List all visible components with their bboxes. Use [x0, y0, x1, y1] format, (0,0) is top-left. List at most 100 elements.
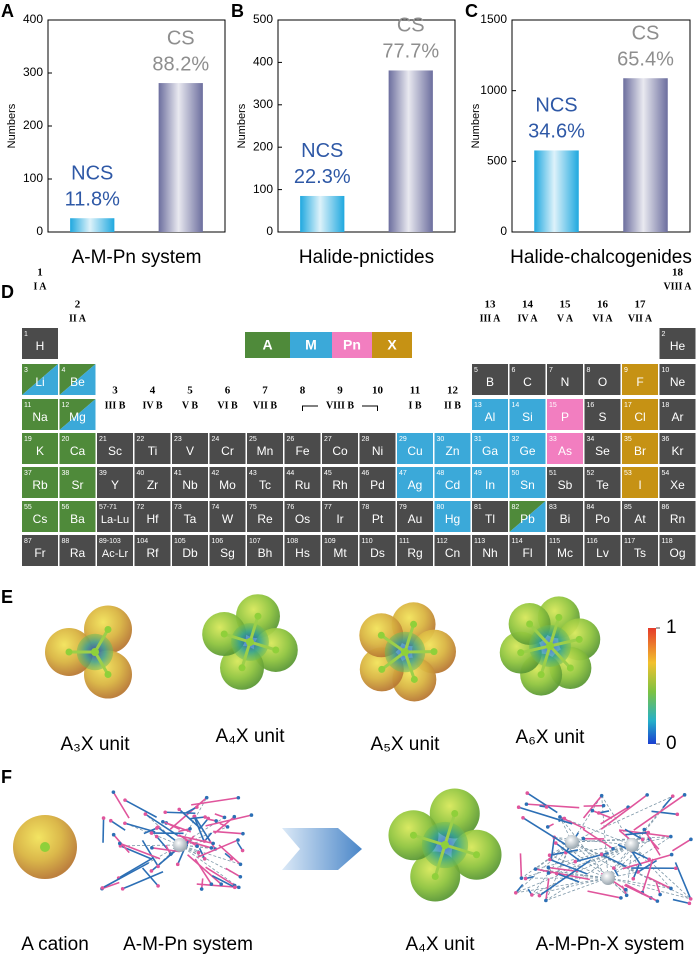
element-cell: [509, 535, 546, 566]
unit-label: A₅X unit: [371, 734, 441, 755]
element-symbol: Mg: [69, 410, 86, 424]
atom: [238, 664, 246, 672]
group-name: VII A: [628, 313, 653, 324]
contact: [531, 844, 633, 896]
bond: [526, 792, 558, 814]
element-cell: [509, 364, 546, 395]
atom: [101, 816, 106, 820]
element-cell: [547, 467, 583, 498]
element-cell: [547, 501, 583, 532]
atomic-number: 109: [324, 538, 336, 545]
bond: [549, 849, 579, 857]
element-cell: [659, 433, 696, 464]
element-cell: [359, 433, 396, 464]
element-cell: [434, 535, 471, 566]
group-number: 1: [37, 267, 43, 279]
element-symbol: Nb: [182, 478, 198, 492]
contact: [179, 844, 240, 888]
atomic-number: 56: [62, 504, 70, 511]
element-symbol: Ba: [70, 512, 85, 526]
element-cell: [134, 433, 171, 464]
element-symbol: Ca: [70, 444, 86, 458]
contact: [179, 817, 225, 846]
atom: [640, 837, 645, 842]
element-cell: [584, 467, 621, 498]
unit-label: A₆X unit: [516, 727, 586, 748]
atom: [150, 846, 154, 850]
element-cell: [359, 467, 396, 498]
element-cell: [59, 433, 96, 464]
atom: [619, 896, 623, 900]
element-symbol: Zr: [147, 478, 158, 492]
atom: [246, 638, 254, 646]
element-symbol: Rb: [32, 478, 48, 492]
percent-label: 34.6%: [528, 121, 585, 143]
element-symbol: Ga: [482, 444, 498, 458]
atomic-number: 15: [549, 402, 557, 409]
unit-label: A₄X unit: [215, 726, 285, 747]
bond: [141, 867, 159, 887]
bond: [119, 842, 161, 860]
bond: [122, 871, 164, 890]
atom: [519, 876, 524, 880]
atomic-number: 24: [212, 436, 220, 443]
atom: [555, 613, 563, 621]
bond: [102, 862, 149, 889]
bond: [587, 890, 622, 899]
bond: [539, 645, 552, 676]
atomic-number: 89-103: [99, 538, 121, 545]
atom: [173, 838, 187, 852]
y-tick-label: 1500: [480, 12, 507, 26]
atom: [100, 886, 105, 890]
atom: [545, 825, 550, 829]
element-symbol: Pt: [372, 512, 384, 526]
percent-label: 77.7%: [382, 41, 439, 63]
group-name: V B: [182, 400, 199, 411]
element-cell: [472, 501, 508, 532]
bond: [118, 857, 154, 879]
element-symbol: Fr: [34, 546, 45, 560]
atomic-number: 76: [287, 504, 295, 511]
element-cell: [172, 501, 208, 532]
y-axis-label: Numbers: [6, 103, 18, 148]
element-cell: [59, 535, 96, 566]
contact: [571, 836, 671, 843]
atom: [611, 866, 616, 870]
colorbar: [648, 628, 656, 744]
atom: [581, 836, 586, 841]
contact: [179, 844, 241, 865]
atom: [451, 809, 459, 817]
element-symbol: Og: [669, 546, 685, 560]
group-number: 10: [372, 385, 384, 397]
group-number: 18: [672, 267, 684, 279]
legend-swatch: [372, 332, 412, 358]
atomic-number: 75: [249, 504, 257, 511]
atomic-number: 48: [437, 470, 445, 477]
atomic-number: 113: [474, 538, 485, 545]
atomic-number: 26: [287, 436, 295, 443]
atom: [513, 891, 518, 895]
bond: [622, 853, 672, 870]
y-tick-label: 500: [253, 12, 273, 26]
x-axis-label: A-M-Pn system: [72, 247, 202, 268]
atom: [91, 648, 99, 656]
atom: [599, 852, 604, 857]
atomic-number: 16: [587, 402, 595, 409]
atom: [689, 837, 693, 842]
atom: [155, 826, 159, 830]
element-cell: [247, 501, 283, 532]
group-name: IV A: [517, 313, 538, 324]
bond: [193, 816, 205, 841]
atom: [575, 635, 583, 643]
atomic-number: 116: [587, 538, 598, 545]
element-symbol: Ts: [634, 546, 646, 560]
bond: [526, 803, 580, 809]
atom: [473, 851, 481, 859]
element-symbol: Ds: [370, 546, 385, 560]
atom: [232, 885, 237, 890]
bond: [248, 615, 260, 643]
bond: [380, 650, 406, 671]
element-cell: [472, 433, 508, 464]
atomic-number: 7: [549, 367, 553, 374]
